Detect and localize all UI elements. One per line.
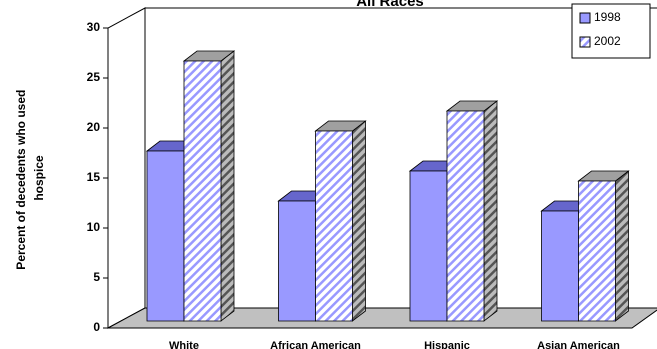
bar-front (578, 180, 616, 322)
x-tick-label: African American (270, 340, 361, 349)
y-tick-label: 15 (87, 170, 101, 184)
bar (182, 50, 236, 322)
y-tick-label: 10 (87, 220, 101, 234)
bar-front (409, 170, 448, 322)
bar-side (483, 100, 498, 322)
bar-front (541, 210, 579, 322)
bar-side (615, 170, 629, 322)
bar-front (315, 130, 353, 322)
x-tick-label: Hispanic (424, 340, 470, 349)
bar-side (220, 50, 235, 322)
bar (314, 120, 367, 322)
y-axis-label-line: Percent of decedents who used (14, 90, 28, 270)
y-tick-label: 0 (93, 320, 100, 334)
bar-front (446, 110, 485, 322)
bar-front (183, 60, 222, 322)
y-axis-label-line: hospice (32, 155, 46, 201)
y-tick-label: 25 (87, 70, 101, 84)
bar-front (278, 200, 316, 322)
chart-title: All Races (356, 0, 424, 10)
y-axis-label: Percent of decedents who used hospice (14, 86, 46, 269)
bar (445, 100, 499, 322)
y-tick-label: 5 (93, 270, 100, 284)
side-wall (107, 7, 146, 329)
legend-swatch (579, 36, 591, 48)
y-tick-label: 30 (87, 20, 101, 34)
legend-label: 1998 (594, 10, 621, 24)
legend-label: 2002 (594, 34, 621, 48)
x-tick-label: White (169, 340, 199, 349)
floor (107, 307, 657, 329)
x-tick-label: Asian American (537, 340, 620, 349)
y-tick-label: 20 (87, 120, 101, 134)
bar-side (352, 120, 366, 322)
bar (577, 170, 630, 322)
legend-swatch (579, 12, 591, 24)
bar-front (146, 150, 185, 322)
